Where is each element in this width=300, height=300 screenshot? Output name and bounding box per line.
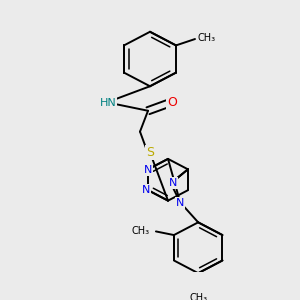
- Text: O: O: [167, 96, 177, 109]
- Text: HN: HN: [100, 98, 116, 108]
- Text: N: N: [144, 165, 152, 175]
- Text: CH₃: CH₃: [189, 293, 207, 300]
- Text: N: N: [142, 185, 150, 195]
- Text: S: S: [146, 146, 154, 159]
- Text: N: N: [176, 198, 184, 208]
- Text: CH₃: CH₃: [198, 33, 216, 43]
- Text: CH₃: CH₃: [132, 226, 150, 236]
- Text: N: N: [169, 178, 177, 188]
